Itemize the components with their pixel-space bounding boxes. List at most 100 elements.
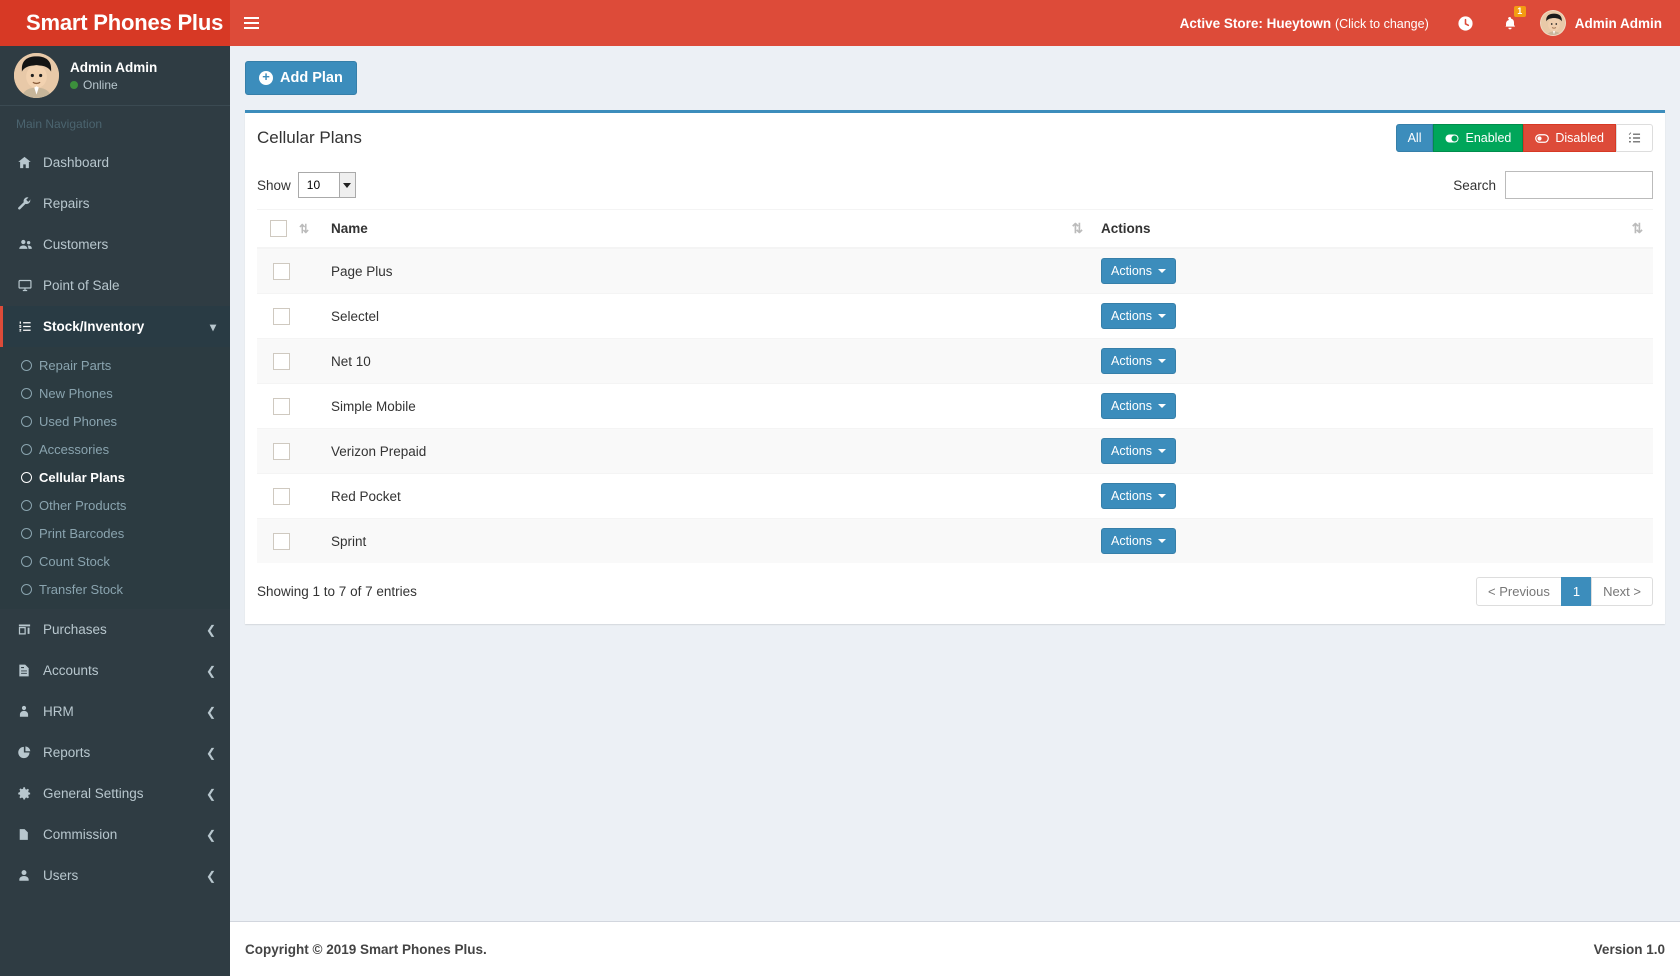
clock-icon bbox=[1458, 15, 1473, 31]
chevron-down-icon: ▾ bbox=[209, 319, 216, 334]
active-store-text: Active Store: Hueytown bbox=[1179, 15, 1332, 31]
sidebar-item-accounts[interactable]: Accounts ❮ bbox=[0, 650, 230, 691]
page-length-control: Show 10 25 50 100 bbox=[257, 172, 356, 198]
row-actions-cell: Actions bbox=[1093, 247, 1653, 294]
row-actions-button[interactable]: Actions bbox=[1101, 483, 1176, 509]
user-menu-button[interactable]: Admin Admin bbox=[1532, 0, 1680, 46]
table-row[interactable]: Net 10 Actions bbox=[257, 338, 1653, 384]
sidebar-subitem-count-stock[interactable]: Count Stock bbox=[0, 547, 230, 575]
row-actions-cell: Actions bbox=[1093, 428, 1653, 474]
table-row[interactable]: Verizon Prepaid Actions bbox=[257, 428, 1653, 474]
pagination-previous[interactable]: < Previous bbox=[1476, 577, 1562, 606]
row-checkbox[interactable] bbox=[273, 352, 290, 370]
row-checkbox[interactable] bbox=[273, 262, 290, 280]
row-name-cell: Simple Mobile bbox=[321, 383, 1093, 429]
row-checkbox[interactable] bbox=[273, 307, 290, 325]
row-sort-cell bbox=[299, 247, 321, 294]
sort-icon: ⇅ bbox=[1071, 220, 1083, 236]
column-header-actions[interactable]: Actions ⇅ bbox=[1093, 209, 1653, 249]
sidebar-item-customers[interactable]: Customers bbox=[0, 224, 230, 265]
filter-disabled-button[interactable]: Disabled bbox=[1523, 124, 1616, 152]
row-actions-button[interactable]: Actions bbox=[1101, 258, 1176, 284]
sidebar-subitem-cellular-plans[interactable]: Cellular Plans bbox=[0, 463, 230, 491]
filter-enabled-button[interactable]: Enabled bbox=[1433, 124, 1524, 152]
row-select-cell bbox=[257, 473, 299, 519]
row-checkbox[interactable] bbox=[273, 487, 290, 505]
table-row[interactable]: Page Plus Actions bbox=[257, 247, 1653, 294]
caret-down-icon bbox=[1158, 269, 1166, 273]
row-actions-cell: Actions bbox=[1093, 383, 1653, 429]
sidebar-item-dashboard[interactable]: Dashboard bbox=[0, 142, 230, 183]
footer-version-label: Version bbox=[1593, 941, 1643, 957]
table-row[interactable]: Simple Mobile Actions bbox=[257, 383, 1653, 429]
notifications-button[interactable]: 1 bbox=[1488, 0, 1532, 46]
sidebar-item-commission[interactable]: Commission ❮ bbox=[0, 814, 230, 855]
chevron-left-icon: ❮ bbox=[205, 827, 216, 842]
page-length-select[interactable]: 10 25 50 100 bbox=[297, 172, 356, 198]
sidebar-subitem-new-phones[interactable]: New Phones bbox=[0, 379, 230, 407]
column-header-name[interactable]: Name ⇅ bbox=[321, 209, 1093, 249]
active-store-selector[interactable]: Active Store: Hueytown (Click to change) bbox=[1166, 16, 1443, 31]
row-actions-button[interactable]: Actions bbox=[1101, 348, 1176, 374]
pagination-page-1[interactable]: 1 bbox=[1560, 577, 1593, 606]
add-plan-button[interactable]: + Add Plan bbox=[245, 61, 357, 95]
sidebar-nav-header: Main Navigation bbox=[0, 106, 230, 142]
search-label: Search bbox=[1453, 177, 1496, 193]
row-actions-button[interactable]: Actions bbox=[1101, 303, 1176, 329]
row-checkbox[interactable] bbox=[273, 532, 290, 550]
toggle-off-icon bbox=[1535, 133, 1550, 143]
caret-down-icon bbox=[1158, 449, 1166, 453]
sort-column-header[interactable]: ⇅ bbox=[299, 209, 321, 249]
sidebar-user-status-label: Online bbox=[83, 77, 118, 92]
sidebar-item-hrm[interactable]: HRM ❮ bbox=[0, 691, 230, 732]
table-row[interactable]: Selectel Actions bbox=[257, 293, 1653, 339]
sidebar-item-point-of-sale[interactable]: Point of Sale bbox=[0, 265, 230, 306]
gear-icon bbox=[17, 786, 43, 801]
sidebar-user-panel: Admin Admin Online bbox=[0, 46, 230, 106]
sidebar-subitem-transfer-stock[interactable]: Transfer Stock bbox=[0, 575, 230, 603]
row-checkbox[interactable] bbox=[273, 397, 290, 415]
circle-icon bbox=[21, 359, 32, 371]
sidebar-subitem-print-barcodes[interactable]: Print Barcodes bbox=[0, 519, 230, 547]
plus-circle-icon: + bbox=[259, 70, 273, 85]
desktop-icon bbox=[17, 278, 43, 293]
sidebar-toggle-button[interactable] bbox=[230, 0, 272, 46]
sidebar-item-stock-inventory[interactable]: Stock/Inventory ▾ bbox=[0, 306, 230, 347]
sort-icon: ⇅ bbox=[299, 222, 310, 236]
select-all-checkbox[interactable] bbox=[270, 220, 287, 237]
sidebar-subitem-accessories[interactable]: Accessories bbox=[0, 435, 230, 463]
table-row[interactable]: Sprint Actions bbox=[257, 518, 1653, 563]
user-menu-name: Admin Admin bbox=[1574, 15, 1662, 31]
online-status-icon bbox=[70, 80, 78, 89]
bell-icon bbox=[1504, 16, 1515, 29]
row-actions-button[interactable]: Actions bbox=[1101, 438, 1176, 464]
row-actions-cell: Actions bbox=[1093, 338, 1653, 384]
table-row[interactable]: Red Pocket Actions bbox=[257, 473, 1653, 519]
row-actions-button[interactable]: Actions bbox=[1101, 528, 1176, 554]
sidebar-item-label: Users bbox=[43, 868, 79, 883]
row-actions-button[interactable]: Actions bbox=[1101, 393, 1176, 419]
list-view-button[interactable] bbox=[1616, 124, 1653, 152]
circle-icon bbox=[21, 387, 32, 399]
row-name-cell: Page Plus bbox=[321, 247, 1093, 294]
row-sort-cell bbox=[299, 518, 321, 563]
sidebar-subitem-used-phones[interactable]: Used Phones bbox=[0, 407, 230, 435]
sidebar-subitem-repair-parts[interactable]: Repair Parts bbox=[0, 351, 230, 379]
row-checkbox[interactable] bbox=[273, 442, 290, 460]
sidebar-subitem-label: Count Stock bbox=[39, 553, 110, 569]
sidebar-item-reports[interactable]: Reports ❮ bbox=[0, 732, 230, 773]
sidebar-item-users[interactable]: Users ❮ bbox=[0, 855, 230, 896]
app-logo[interactable]: Smart Phones Plus bbox=[0, 0, 230, 46]
sidebar-item-general-settings[interactable]: General Settings ❮ bbox=[0, 773, 230, 814]
filter-all-button[interactable]: All bbox=[1395, 124, 1434, 152]
circle-icon bbox=[21, 527, 32, 539]
pagination-next[interactable]: Next > bbox=[1591, 577, 1653, 606]
sidebar-item-repairs[interactable]: Repairs bbox=[0, 183, 230, 224]
row-select-cell bbox=[257, 293, 299, 339]
search-input[interactable] bbox=[1505, 171, 1653, 199]
chevron-left-icon: ❮ bbox=[205, 745, 216, 760]
hamburger-icon bbox=[243, 17, 259, 29]
clock-button[interactable] bbox=[1443, 0, 1488, 46]
sidebar-item-purchases[interactable]: Purchases ❮ bbox=[0, 609, 230, 650]
sidebar-subitem-other-products[interactable]: Other Products bbox=[0, 491, 230, 519]
